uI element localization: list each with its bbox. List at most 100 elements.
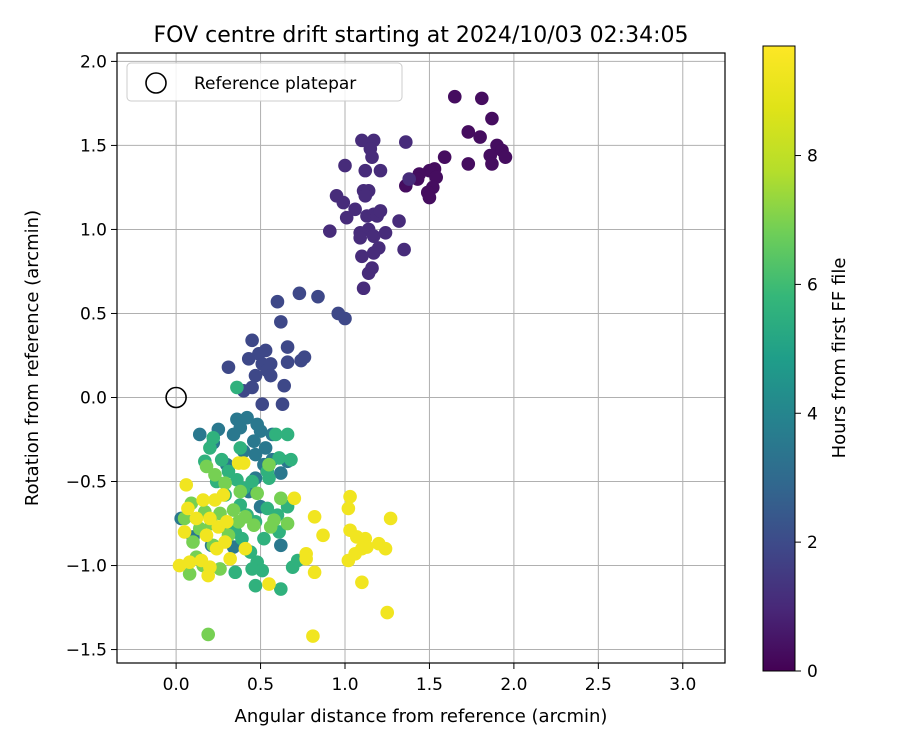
colorbar: 0 2 4 6 8 Hours from first FF file <box>762 45 850 682</box>
y-tick-label: 2.0 <box>80 52 107 72</box>
data-point <box>226 503 241 517</box>
data-point <box>402 172 416 186</box>
data-point <box>297 350 312 364</box>
x-tick-label: 2.5 <box>585 675 612 695</box>
data-point <box>355 133 369 148</box>
colorbar-tick-label: 0 <box>807 662 818 682</box>
data-point <box>263 368 278 383</box>
data-point <box>196 493 210 507</box>
data-point <box>255 563 270 578</box>
data-point <box>248 578 263 593</box>
data-point <box>356 281 371 296</box>
data-point <box>311 289 325 304</box>
legend: Reference platepar <box>126 62 403 102</box>
data-point <box>485 111 499 126</box>
data-point <box>248 368 263 383</box>
data-point <box>323 224 337 238</box>
data-point <box>230 412 244 427</box>
data-point <box>280 340 295 354</box>
data-point <box>240 410 254 425</box>
data-point <box>233 484 248 499</box>
data-point <box>179 478 194 492</box>
data-point <box>263 520 278 534</box>
data-point <box>268 427 283 442</box>
data-point <box>338 158 352 173</box>
data-point <box>348 202 362 217</box>
data-point <box>399 135 413 149</box>
y-tick-label: 0.0 <box>80 388 107 408</box>
data-point <box>485 157 499 171</box>
data-point <box>172 558 187 573</box>
data-point <box>260 501 275 516</box>
data-point <box>341 501 356 516</box>
data-point <box>238 541 253 556</box>
data-point <box>241 352 256 366</box>
data-point <box>383 511 398 526</box>
data-point <box>365 150 379 164</box>
data-point <box>392 214 406 228</box>
data-point <box>274 582 288 596</box>
y-tick-label: −0.5 <box>66 473 107 493</box>
data-point <box>201 627 215 642</box>
data-point <box>292 286 307 301</box>
data-point <box>213 562 227 576</box>
colorbar-tick-label: 6 <box>807 275 818 295</box>
x-tick-label: 1.0 <box>331 675 358 695</box>
data-point <box>257 531 271 546</box>
data-point <box>343 489 357 504</box>
data-point <box>461 157 476 171</box>
data-point <box>270 294 285 309</box>
data-point <box>253 424 268 438</box>
data-point <box>358 163 373 178</box>
legend-reference-marker <box>145 72 167 94</box>
data-point <box>274 491 288 506</box>
y-tick-label: 1.5 <box>80 136 107 156</box>
data-point <box>358 189 373 203</box>
y-tick-label: −1.5 <box>66 641 107 661</box>
data-point <box>316 528 330 543</box>
data-point <box>397 242 411 257</box>
colorbar-tick-label: 2 <box>807 533 818 553</box>
data-point <box>192 427 207 442</box>
data-point <box>223 552 237 566</box>
chart-title: FOV centre drift starting at 2024/10/03 … <box>154 23 689 48</box>
y-axis-ticks: −1.5 −1.0 −0.5 0.0 0.5 1.0 1.5 2.0 <box>66 52 117 661</box>
data-point <box>245 474 259 489</box>
data-point <box>203 441 217 455</box>
y-tick-label: 0.5 <box>80 304 107 324</box>
data-point <box>262 577 276 591</box>
data-point <box>247 518 261 533</box>
data-point <box>258 441 273 455</box>
data-point <box>228 565 243 580</box>
data-point <box>353 231 368 245</box>
data-point <box>274 315 288 329</box>
data-point <box>355 249 369 264</box>
data-point <box>250 486 264 501</box>
data-point <box>181 501 195 516</box>
data-point <box>186 535 200 549</box>
colorbar-tick-label: 4 <box>807 404 818 424</box>
data-point <box>272 451 286 465</box>
data-point <box>245 333 259 348</box>
data-point <box>245 562 259 576</box>
data-point <box>366 246 381 260</box>
x-tick-label: 0.0 <box>163 675 190 695</box>
data-point <box>437 150 452 164</box>
data-point <box>461 125 476 139</box>
data-point <box>307 510 322 524</box>
data-point <box>338 311 352 326</box>
data-point <box>255 397 270 412</box>
data-point <box>199 528 214 543</box>
data-point <box>473 130 487 144</box>
data-point <box>498 150 513 164</box>
reference-point-marker <box>165 386 187 409</box>
data-point <box>247 434 261 448</box>
y-axis-label: Rotation from reference (arcmin) <box>22 210 43 506</box>
data-point <box>380 605 395 620</box>
data-point <box>275 397 290 412</box>
data-point <box>221 360 236 375</box>
data-point <box>336 195 351 210</box>
data-point <box>216 488 231 502</box>
